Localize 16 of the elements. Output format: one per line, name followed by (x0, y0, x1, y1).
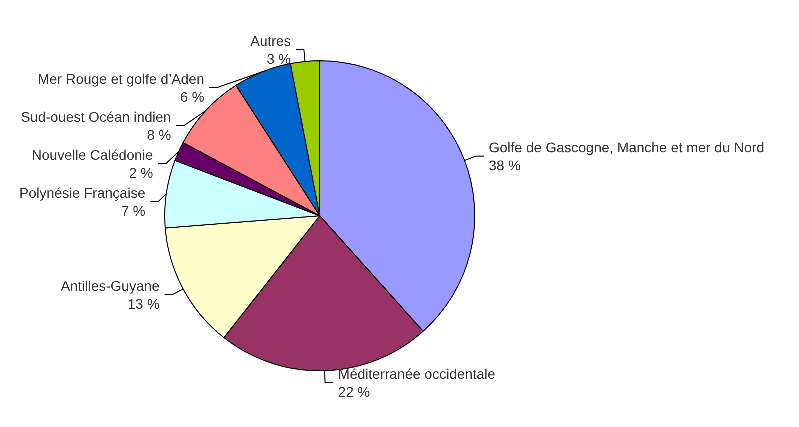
data-label: 22 % (338, 384, 370, 400)
data-label: 6 % (180, 88, 205, 105)
slice-label: Polynésie Française (20, 184, 146, 201)
data-label: 2 % (129, 164, 154, 181)
data-label: 13 % (128, 296, 160, 312)
data-label: 8 % (147, 126, 172, 143)
data-label: 38 % (489, 157, 521, 174)
slice-label: Mer Rouge et golfe d’Aden (38, 70, 205, 87)
slice-label: Autres (250, 32, 292, 49)
slice-label: Golfe de Gascogne, Manche et mer du Nord (489, 139, 764, 156)
slice-label: Nouvelle Calédonie (32, 146, 154, 163)
slice-label: Sud-ouest Océan indien (21, 108, 172, 125)
slice-label: Méditerranée occidentale (338, 366, 496, 382)
data-label: 3 % (267, 50, 292, 67)
slice-label: Antilles-Guyane (60, 278, 160, 294)
data-label: 7 % (121, 202, 146, 219)
